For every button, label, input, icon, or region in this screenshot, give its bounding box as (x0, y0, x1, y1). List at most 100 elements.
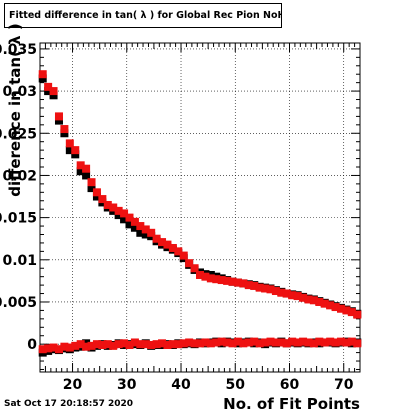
data-point (347, 308, 356, 317)
data-point (266, 337, 275, 346)
data-point (60, 129, 69, 138)
x-tick-label: 70 (334, 377, 354, 393)
grid-lines (40, 43, 360, 372)
data-point (125, 341, 134, 350)
data-point (65, 139, 74, 148)
data-point (38, 345, 47, 354)
data-point (92, 188, 101, 197)
data-point (76, 167, 85, 176)
data-point (76, 161, 85, 170)
data-point (342, 306, 351, 315)
data-point (277, 338, 286, 347)
x-tick-label: 50 (226, 377, 246, 393)
data-point (315, 297, 324, 306)
data-point (103, 340, 112, 349)
data-point (353, 339, 362, 348)
data-point (136, 340, 145, 349)
data-point (130, 223, 139, 232)
data-point (44, 82, 53, 91)
data-point (206, 339, 215, 348)
y-tick-label: 0.02 (2, 168, 37, 184)
data-point (147, 341, 156, 350)
data-point (309, 339, 318, 348)
data-point (201, 338, 210, 347)
data-point (125, 213, 134, 222)
data-point (147, 228, 156, 237)
data-point (185, 259, 194, 268)
data-point (141, 225, 150, 234)
data-point (212, 338, 221, 347)
data-point (152, 340, 161, 349)
data-point (212, 275, 221, 284)
data-point (293, 338, 302, 347)
y-tick-label: 0 (27, 337, 37, 353)
data-point (196, 270, 204, 279)
data-point (120, 209, 129, 218)
x-tick-label: 20 (63, 377, 83, 393)
data-point (320, 338, 329, 347)
data-point (120, 215, 129, 224)
data-point (331, 338, 340, 347)
data-point (158, 339, 167, 348)
chart-title: Fitted difference in tan( λ ) for Global… (4, 3, 282, 28)
data-point (201, 272, 210, 281)
data-point (71, 341, 80, 350)
data-point (174, 340, 183, 349)
data-point (244, 281, 253, 290)
data-point (168, 243, 177, 252)
data-point (114, 340, 123, 349)
data-point (141, 340, 150, 349)
data-point (261, 338, 270, 347)
data-point (190, 339, 199, 348)
data-point (244, 338, 253, 347)
timestamp: Sat Oct 17 20:18:57 2020 (4, 399, 134, 409)
data-point (233, 278, 242, 287)
y-axis-label: difference in tan( λ ) (6, 23, 24, 196)
data-point (196, 339, 204, 348)
data-point (271, 338, 280, 347)
data-point (98, 195, 107, 204)
data-point (98, 341, 107, 350)
data-point (223, 276, 232, 285)
data-point (92, 192, 101, 201)
data-point (304, 295, 313, 304)
x-tick-label: 40 (171, 377, 191, 393)
data-point (179, 251, 188, 260)
data-point (347, 337, 356, 346)
data-point (82, 342, 91, 351)
y-tick-label: 0.03 (2, 84, 37, 100)
tick-labels: 20 30 40 50 60 70 0 0.005 0.01 0.015 0.02 0.025 0.03… (0, 42, 354, 393)
data-point (299, 293, 308, 302)
data-markers (38, 70, 362, 357)
data-point (38, 70, 47, 79)
data-point (337, 304, 346, 313)
data-point (65, 146, 74, 155)
data-point (152, 234, 161, 243)
data-point (103, 200, 112, 209)
data-point (49, 343, 58, 352)
data-point (60, 125, 69, 134)
data-point (92, 340, 101, 349)
data-point (293, 292, 302, 301)
data-point (261, 284, 270, 293)
data-point (54, 345, 63, 354)
y-tick-label: 0.035 (0, 42, 37, 58)
data-point (228, 339, 237, 348)
data-point (206, 274, 215, 283)
data-point (250, 281, 259, 290)
data-point (342, 338, 351, 347)
data-point (158, 238, 167, 247)
data-point (87, 341, 96, 350)
data-point (309, 296, 318, 305)
data-point (87, 178, 96, 187)
data-point (271, 287, 280, 296)
data-point (353, 310, 362, 319)
data-point (65, 343, 74, 352)
data-point (277, 288, 286, 297)
data-point (217, 337, 226, 346)
data-point (228, 277, 237, 286)
data-point (315, 337, 324, 346)
data-point (44, 344, 53, 353)
data-point (87, 184, 96, 193)
data-point (282, 339, 291, 348)
